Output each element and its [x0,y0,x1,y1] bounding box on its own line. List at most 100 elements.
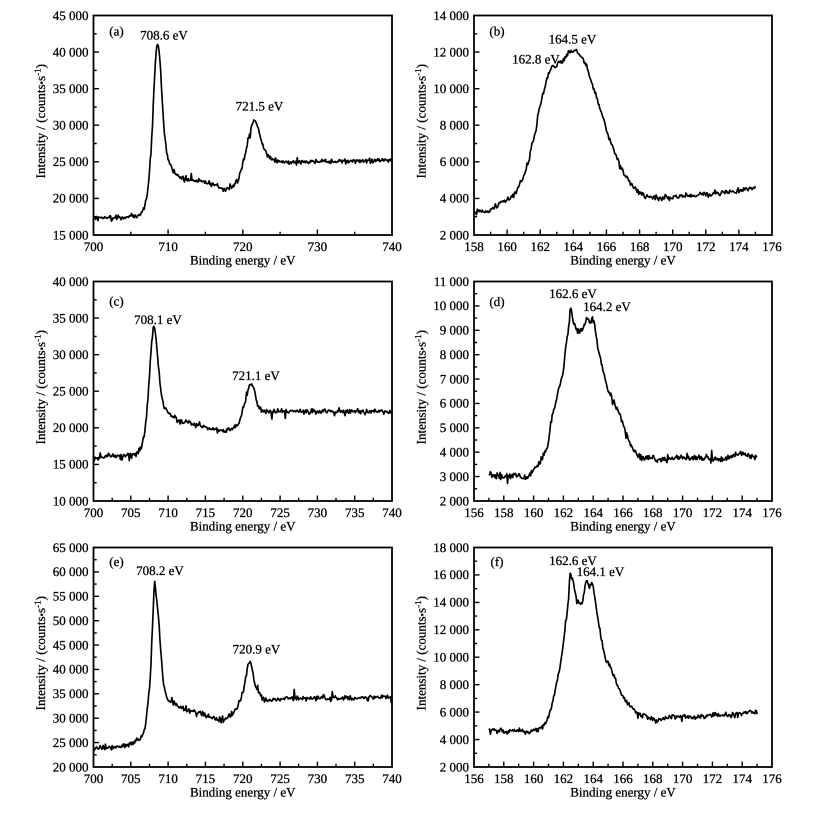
svg-text:Binding energy / eV: Binding energy / eV [190,785,296,800]
svg-text:65 000: 65 000 [53,540,89,555]
svg-text:172: 172 [703,771,723,786]
svg-text:5 000: 5 000 [440,420,469,435]
svg-text:162: 162 [554,505,574,520]
svg-text:710: 710 [158,771,178,786]
svg-text:164.2 eV: 164.2 eV [583,299,631,314]
svg-text:158: 158 [464,239,484,254]
svg-text:25 000: 25 000 [53,735,89,750]
svg-text:11 000: 11 000 [434,274,469,289]
svg-text:6 000: 6 000 [440,396,469,411]
svg-text:(b): (b) [489,24,504,39]
svg-text:45 000: 45 000 [53,8,89,23]
svg-text:18 000: 18 000 [433,540,469,555]
svg-text:6 000: 6 000 [440,704,469,719]
svg-text:715: 715 [196,771,216,786]
svg-text:158: 158 [494,771,514,786]
svg-text:25 000: 25 000 [53,154,89,169]
svg-text:4 000: 4 000 [440,191,469,206]
svg-text:Intensity / (counts•s-1): Intensity / (counts•s-1) [413,330,428,444]
svg-text:164.5 eV: 164.5 eV [549,32,597,47]
svg-text:172: 172 [696,239,716,254]
svg-text:162.6 eV: 162.6 eV [549,553,597,568]
svg-text:(f): (f) [491,554,504,569]
svg-text:164: 164 [564,239,584,254]
svg-text:(d): (d) [489,294,504,309]
svg-text:725: 725 [270,771,290,786]
svg-text:Binding energy / eV: Binding energy / eV [570,785,676,800]
svg-text:6 000: 6 000 [440,154,469,169]
svg-text:168: 168 [630,239,650,254]
svg-text:2 000: 2 000 [440,493,469,508]
svg-text:160: 160 [524,505,544,520]
svg-text:164.1 eV: 164.1 eV [577,564,625,579]
svg-text:12 000: 12 000 [433,44,469,59]
svg-text:162.6 eV: 162.6 eV [549,286,597,301]
svg-text:55 000: 55 000 [53,589,89,604]
svg-text:730: 730 [308,771,328,786]
svg-text:(e): (e) [109,554,123,569]
svg-text:15 000: 15 000 [53,457,89,472]
svg-text:700: 700 [84,771,104,786]
svg-text:164: 164 [583,771,603,786]
svg-text:7 000: 7 000 [440,371,469,386]
svg-text:25 000: 25 000 [53,384,89,399]
svg-text:15 000: 15 000 [53,227,89,242]
svg-text:730: 730 [308,505,328,520]
svg-text:4 000: 4 000 [440,732,469,747]
svg-text:Binding energy / eV: Binding energy / eV [570,253,676,268]
svg-text:35 000: 35 000 [53,686,89,701]
svg-text:721.5 eV: 721.5 eV [236,99,284,114]
svg-text:710: 710 [158,239,178,254]
svg-text:700: 700 [84,505,104,520]
svg-text:Intensity / (counts•s-1): Intensity / (counts•s-1) [33,596,48,710]
svg-text:40 000: 40 000 [53,44,89,59]
svg-text:170: 170 [663,239,683,254]
svg-text:725: 725 [270,505,290,520]
svg-text:168: 168 [643,771,663,786]
svg-text:720: 720 [233,771,253,786]
svg-text:60 000: 60 000 [53,564,89,579]
svg-text:715: 715 [196,505,216,520]
svg-text:3 000: 3 000 [440,469,469,484]
svg-text:720.9 eV: 720.9 eV [233,642,281,657]
svg-text:16 000: 16 000 [433,567,469,582]
svg-text:740: 740 [382,239,402,254]
svg-text:8 000: 8 000 [440,118,469,133]
svg-text:30 000: 30 000 [53,118,89,133]
svg-text:Intensity / (counts•s-1): Intensity / (counts•s-1) [413,64,428,178]
svg-text:705: 705 [121,771,141,786]
svg-text:168: 168 [643,505,663,520]
svg-text:35 000: 35 000 [53,310,89,325]
svg-text:14 000: 14 000 [433,8,469,23]
svg-text:721.1 eV: 721.1 eV [232,368,280,383]
svg-text:735: 735 [345,771,365,786]
svg-text:708.6 eV: 708.6 eV [140,28,188,43]
svg-text:740: 740 [382,771,402,786]
svg-text:Binding energy / eV: Binding energy / eV [190,519,296,534]
svg-text:10 000: 10 000 [433,298,469,313]
svg-text:Binding energy / eV: Binding energy / eV [570,519,676,534]
svg-text:720: 720 [233,505,253,520]
svg-text:174: 174 [732,505,752,520]
svg-text:(c): (c) [109,294,123,309]
svg-text:174: 174 [732,771,752,786]
svg-text:20 000: 20 000 [53,420,89,435]
svg-text:172: 172 [703,505,723,520]
svg-text:164: 164 [583,505,603,520]
svg-text:166: 166 [597,239,617,254]
svg-text:160: 160 [497,239,517,254]
svg-text:156: 156 [464,505,484,520]
svg-text:740: 740 [382,505,402,520]
svg-text:730: 730 [308,239,328,254]
svg-text:170: 170 [673,771,693,786]
svg-text:Intensity / (counts•s-1): Intensity / (counts•s-1) [33,64,48,178]
svg-text:720: 720 [233,239,253,254]
svg-text:710: 710 [158,505,178,520]
svg-text:708.2 eV: 708.2 eV [136,563,184,578]
svg-text:50 000: 50 000 [53,613,89,628]
svg-text:4 000: 4 000 [440,445,469,460]
svg-text:40 000: 40 000 [53,274,89,289]
svg-text:10 000: 10 000 [433,650,469,665]
svg-text:40 000: 40 000 [53,662,89,677]
svg-text:174: 174 [729,239,749,254]
